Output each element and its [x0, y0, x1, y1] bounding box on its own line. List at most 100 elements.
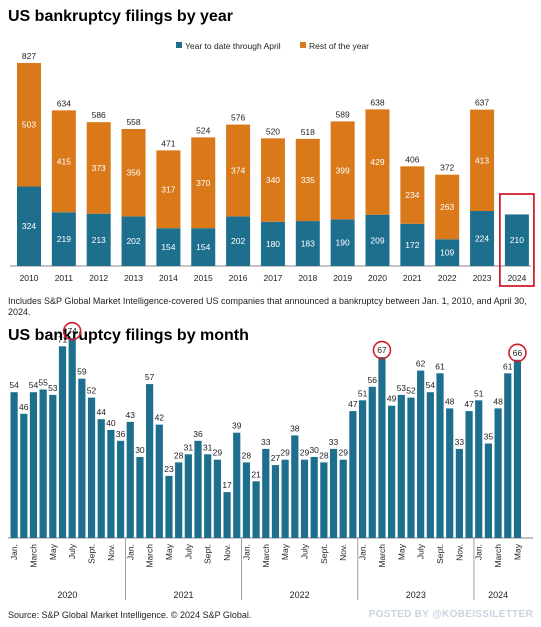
data-label-month: 28: [319, 450, 329, 460]
bar-rest: [330, 121, 355, 220]
bar-month: [513, 359, 522, 538]
bar-month: [407, 397, 415, 538]
data-label-ytd: 324: [22, 221, 36, 231]
x-tick-label-month: Jan.: [9, 544, 19, 560]
data-label-month: 54: [426, 380, 436, 390]
yearly-bar-chart: Year to date through April Rest of the ye…: [10, 41, 535, 287]
data-label-ytd: 202: [126, 236, 140, 246]
bar-ytd: [86, 213, 111, 266]
data-label-rest: 356: [126, 168, 140, 178]
data-label-month: 38: [290, 423, 300, 433]
x-tick-label-month: Nov.: [454, 544, 464, 561]
data-label-month: 33: [329, 437, 339, 447]
data-label-ytd: 190: [336, 238, 350, 248]
data-label-month: 46: [19, 402, 29, 412]
chart-title-yearly: US bankruptcy filings by year: [8, 8, 233, 25]
data-label-rest: 399: [336, 165, 350, 175]
x-tick-label-month: March: [261, 544, 271, 568]
data-label-rest: 370: [196, 178, 210, 188]
x-tick-label: 2011: [55, 273, 74, 283]
data-label-month: 30: [135, 445, 145, 455]
bar-ytd: [435, 239, 460, 266]
bar-ytd: [191, 228, 216, 266]
data-label-month: 47: [348, 399, 358, 409]
bar-month: [39, 389, 47, 538]
bar-month: [213, 459, 221, 538]
data-label-month: 23: [164, 464, 174, 474]
bar-rest: [86, 122, 111, 214]
x-tick-label-month: May: [396, 543, 406, 560]
x-tick-label: 2013: [124, 273, 143, 283]
data-label-total: 524: [196, 125, 210, 135]
bar-rest: [17, 62, 41, 187]
bar-month: [436, 373, 444, 538]
data-label-ytd: 154: [161, 242, 175, 252]
x-tick-label-month: May: [512, 543, 522, 560]
data-label-month: 30: [309, 445, 319, 455]
bar-month: [291, 435, 299, 538]
data-label-month: 56: [368, 375, 378, 385]
data-label-total: 638: [370, 97, 384, 107]
bar-month: [107, 430, 115, 538]
x-tick-label: 2010: [20, 273, 39, 283]
data-label-month: 53: [397, 383, 407, 393]
bar-rest: [156, 150, 181, 229]
bar-month: [194, 440, 202, 538]
x-tick-label-month: Sept.: [203, 544, 213, 564]
legend-label-rest: Rest of the year: [309, 41, 369, 51]
data-label-month: 71: [58, 334, 68, 344]
x-tick-label-month: July: [183, 543, 193, 559]
data-label-rest: 374: [231, 166, 245, 176]
data-label-total: 471: [161, 138, 175, 148]
data-label-month: 17: [222, 480, 232, 490]
data-label-total: 406: [405, 154, 419, 164]
bar-ytd: [295, 221, 320, 266]
data-label-month: 40: [106, 418, 116, 428]
x-tick-label-month: Jan.: [125, 544, 135, 560]
bar-month: [97, 419, 105, 538]
data-label-ytd: 202: [231, 236, 245, 246]
bar-month: [504, 373, 512, 538]
data-label-month: 27: [271, 453, 281, 463]
x-tick-label-month: May: [280, 543, 290, 560]
bar-month: [320, 462, 328, 538]
data-label-month: 51: [358, 388, 368, 398]
chart-title-monthly: US bankruptcy filings by month: [8, 327, 249, 344]
data-label-month: 54: [29, 380, 39, 390]
data-label-ytd: 209: [370, 235, 384, 245]
data-label-total: 558: [126, 117, 140, 127]
legend-label-ytd: Year to date through April: [185, 41, 281, 51]
x-tick-label: 2012: [89, 273, 108, 283]
data-label-month: 31: [184, 442, 194, 452]
x-tick-label: 2017: [263, 273, 282, 283]
x-tick-label: 2018: [298, 273, 317, 283]
data-label-rest: 317: [161, 184, 175, 194]
bar-month: [281, 459, 289, 538]
chart-note: Includes S&P Global Market Intelligence-…: [8, 296, 527, 317]
highlight-box: [498, 193, 535, 287]
x-tick-label-month: July: [416, 543, 426, 559]
bar-month: [397, 394, 405, 538]
bar-rest: [400, 166, 425, 224]
bar-month: [184, 454, 192, 538]
bar-ytd: [400, 223, 425, 266]
bar-month: [29, 392, 38, 538]
data-label-month: 33: [261, 437, 271, 447]
data-label-month: 29: [213, 448, 223, 458]
bar-rest: [470, 109, 495, 212]
bar-ytd: [470, 211, 495, 266]
data-label-total: 372: [440, 163, 454, 173]
bar-month: [58, 346, 67, 538]
bar-rest: [191, 137, 216, 229]
x-tick-label-month: July: [67, 543, 77, 559]
data-label-total: 586: [92, 110, 106, 120]
data-label-rest: 335: [301, 175, 315, 185]
data-label-month: 55: [38, 378, 48, 388]
data-label-month: 61: [503, 361, 513, 371]
bar-rest: [435, 174, 460, 240]
x-tick-label-month: Nov.: [338, 544, 348, 561]
bar-month: [368, 386, 376, 538]
bar-month: [204, 454, 212, 538]
bar-month: [329, 448, 338, 538]
x-tick-label-month: May: [164, 543, 174, 560]
